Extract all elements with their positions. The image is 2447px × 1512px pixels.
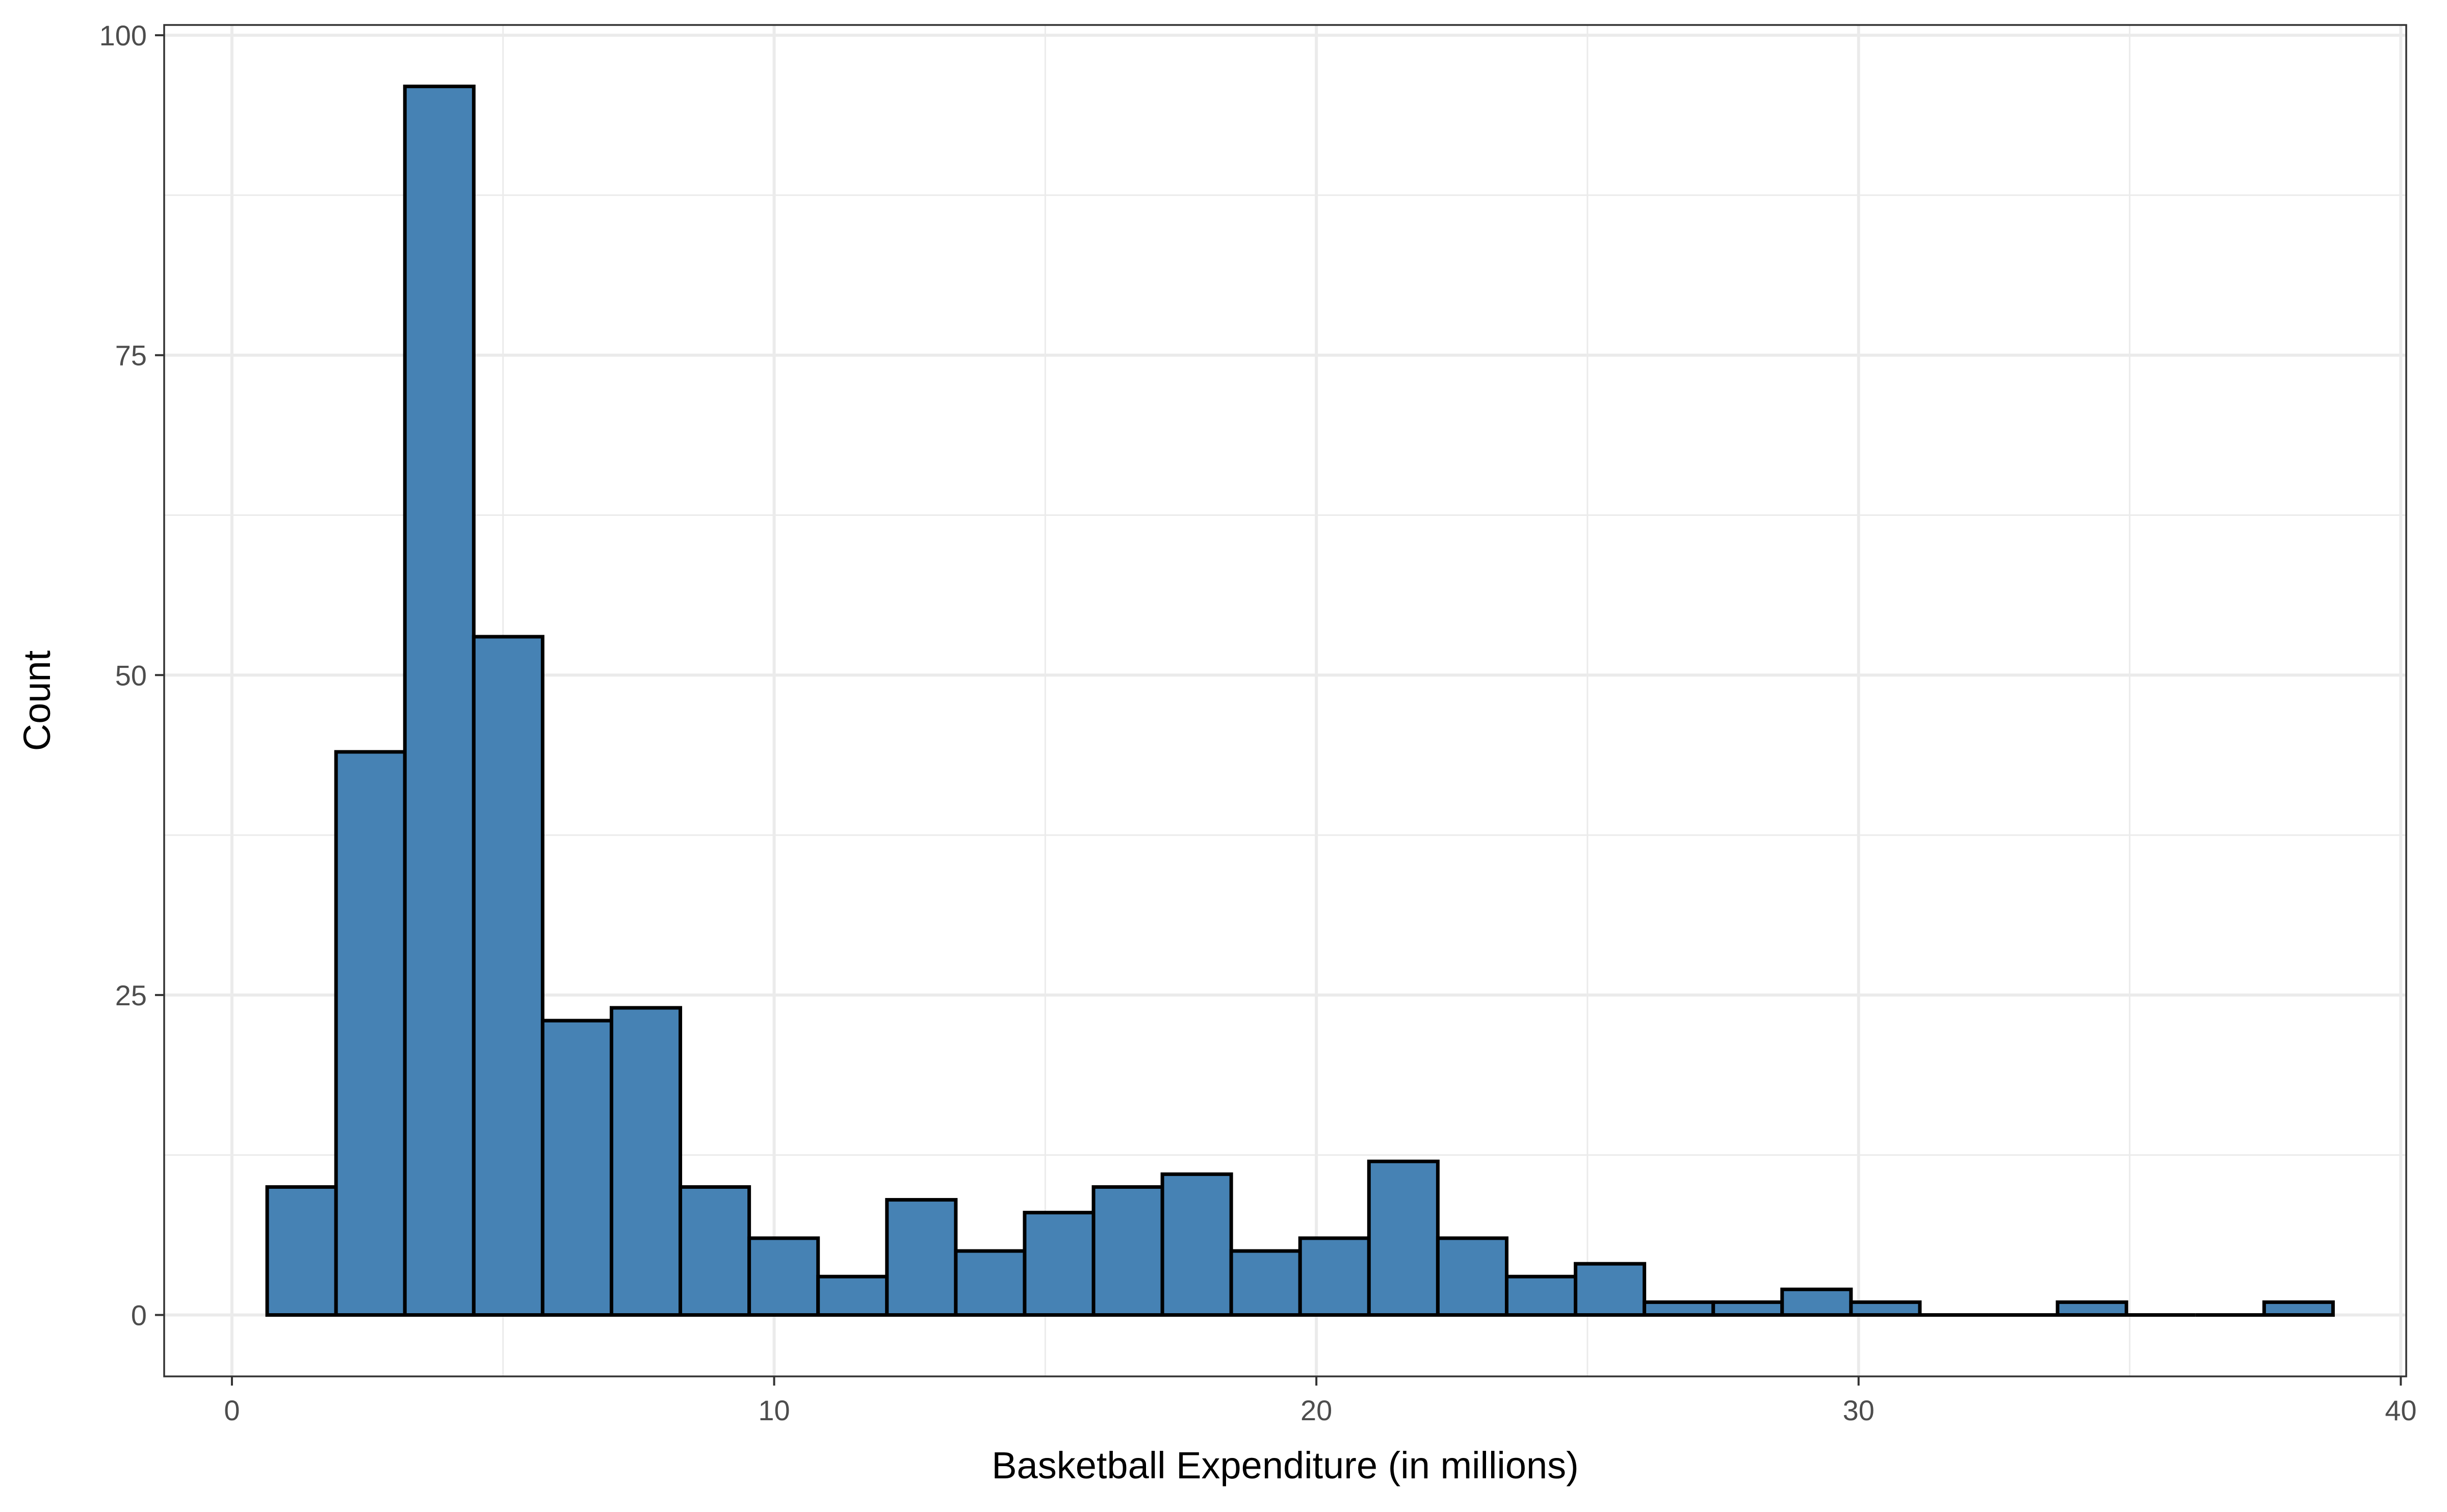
x-axis: 0 10 20 30 40 xyxy=(224,1376,2417,1426)
histogram-bar xyxy=(1160,1172,1233,1317)
histogram-bar xyxy=(2055,1300,2128,1317)
histogram-bar xyxy=(1298,1236,1371,1317)
histogram-bar xyxy=(1229,1249,1302,1317)
histogram-bar xyxy=(954,1249,1027,1317)
histogram-bar xyxy=(1711,1300,1784,1317)
x-tick-label: 20 xyxy=(1300,1394,1332,1426)
histogram-bar xyxy=(679,1185,751,1317)
histogram-bar xyxy=(1504,1274,1578,1317)
histogram-bar xyxy=(747,1236,820,1317)
histogram-bar xyxy=(403,85,476,1317)
histogram-bar xyxy=(1023,1211,1096,1317)
histogram-bar xyxy=(1367,1159,1440,1317)
histogram-bar xyxy=(265,1185,338,1317)
x-tick-label: 40 xyxy=(2385,1394,2416,1426)
histogram-bar xyxy=(1849,1300,1922,1317)
y-tick-label: 50 xyxy=(115,659,147,691)
histogram-bar xyxy=(1091,1185,1164,1317)
x-axis-title: Basketball Expenditure (in millions) xyxy=(992,1444,1579,1487)
y-tick-label: 100 xyxy=(99,19,147,51)
y-axis-title: Count xyxy=(16,650,58,751)
histogram-bar xyxy=(334,750,407,1317)
histogram-bar xyxy=(540,1019,613,1317)
y-tick-label: 0 xyxy=(131,1299,147,1332)
histogram-bar xyxy=(1436,1236,1508,1317)
histogram-bar xyxy=(609,1006,683,1317)
histogram-bars xyxy=(265,85,2335,1317)
x-tick-label: 10 xyxy=(758,1394,790,1426)
x-tick-label: 0 xyxy=(224,1394,240,1426)
y-axis: 0 25 50 75 100 xyxy=(99,19,164,1332)
y-tick-label: 75 xyxy=(115,340,147,372)
histogram-bar xyxy=(472,635,544,1317)
histogram-bar xyxy=(1780,1287,1853,1317)
histogram-bar xyxy=(2262,1300,2335,1317)
y-tick-label: 25 xyxy=(115,979,147,1011)
panel-border xyxy=(163,24,2407,1377)
histogram-bar xyxy=(1643,1300,1715,1317)
histogram-bar xyxy=(1574,1262,1647,1317)
histogram-bar xyxy=(885,1198,958,1317)
histogram-bar xyxy=(816,1274,889,1317)
x-tick-label: 30 xyxy=(1843,1394,1875,1426)
